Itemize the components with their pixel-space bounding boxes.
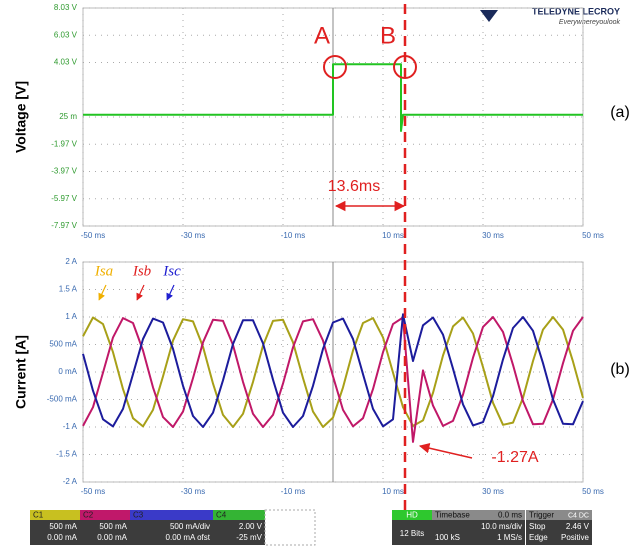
panel-label: (b) [610, 361, 630, 378]
annotation: 13.6ms [328, 178, 380, 195]
y-tick-label: -1.5 A [56, 450, 78, 459]
channel-header [30, 510, 80, 520]
y-tick-label: 1 A [65, 312, 77, 321]
y-tick-label: 0 mA [58, 367, 77, 376]
y-tick-label: -7.97 V [51, 221, 77, 230]
series-line [82, 316, 584, 443]
hd-bits: 12 Bits [400, 529, 424, 538]
y-tick-label: -500 mA [47, 395, 78, 404]
channel-name: C3 [133, 511, 144, 520]
empty-slot [264, 509, 316, 546]
legend-entry: Isc [162, 263, 181, 279]
x-tick-label: -30 ms [181, 487, 205, 496]
axis-title: Current [A] [13, 335, 29, 409]
trigger-header [526, 510, 592, 520]
y-tick-label: 25 m [59, 112, 77, 121]
channel-scale: 2.00 V [239, 522, 263, 531]
x-tick-label: 50 ms [582, 487, 604, 496]
channel-body [213, 520, 265, 545]
channel-scale: 500 mA/div [170, 522, 210, 531]
channel-offset: 0.00 mA ofst [166, 533, 211, 542]
y-tick-label: -2 A [63, 477, 78, 486]
legend-entry: Isb [132, 263, 152, 279]
x-tick-label: -50 ms [81, 487, 105, 496]
x-tick-label: -50 ms [81, 231, 105, 240]
channel-name: C1 [33, 511, 44, 520]
y-tick-label: 1.5 A [59, 285, 78, 294]
x-tick-label: 30 ms [482, 231, 504, 240]
marker-circle [323, 55, 347, 79]
hd-name: HD [406, 511, 418, 520]
x-tick-label: -30 ms [181, 231, 205, 240]
y-tick-label: 500 mA [49, 340, 77, 349]
annotation-arrow [418, 443, 473, 459]
channel-name: C4 [216, 511, 227, 520]
annotation: -1.27A [491, 449, 538, 466]
panel-label: (a) [610, 104, 630, 121]
legend-entry: Isa [94, 263, 113, 279]
logo-brand: TELEDYNE LECROY [532, 6, 620, 16]
timebase-label: Timebase [435, 511, 470, 520]
timebase-samples: 100 kS [435, 533, 460, 542]
x-tick-label: -10 ms [281, 231, 305, 240]
y-tick-label: 4.03 V [54, 58, 78, 67]
channel-body [80, 520, 130, 545]
channel-header [80, 510, 130, 520]
channel-offset: 0.00 mA [97, 533, 127, 542]
channel-header [130, 510, 213, 520]
x-tick-label: -10 ms [281, 487, 305, 496]
y-tick-label: -3.97 V [51, 167, 77, 176]
channel-body [130, 520, 213, 545]
trigger-level: 2.46 V [566, 522, 590, 531]
series-line [82, 316, 584, 428]
channel-scale: 500 mA [99, 522, 127, 531]
channel-name: C2 [83, 511, 94, 520]
x-tick-label: 50 ms [582, 231, 604, 240]
y-tick-label: 8.03 V [54, 3, 78, 12]
hd-body [392, 520, 432, 545]
trigger-mode: Stop [529, 522, 546, 531]
series-line [82, 313, 584, 428]
channel-scale: 500 mA [49, 522, 77, 531]
legend-arrow [98, 284, 107, 301]
y-tick-label: -5.97 V [51, 194, 77, 203]
timebase-div: 10.0 ms/div [481, 522, 522, 531]
y-tick-label: 2 A [65, 257, 77, 266]
logo-tagline: Everywhereyoulook [559, 19, 621, 26]
x-tick-label: 30 ms [482, 487, 504, 496]
x-tick-label: 10 ms [382, 487, 404, 496]
trigger-type: Edge [529, 533, 548, 542]
legend-arrow [136, 284, 145, 301]
trigger-slope: Positive [561, 533, 590, 542]
annotation: B [380, 22, 396, 49]
annotation: A [314, 22, 330, 49]
channel-offset: 0.00 mA [47, 533, 77, 542]
trigger-label: Trigger [529, 511, 554, 520]
y-tick-label: 6.03 V [54, 30, 78, 39]
timebase-rate: 1 MS/s [497, 533, 522, 542]
hd-header [392, 510, 432, 520]
trigger-source: C4 DC [568, 512, 589, 519]
x-tick-label: 10 ms [382, 231, 404, 240]
timebase-header [432, 510, 525, 520]
channel-body [30, 520, 80, 545]
y-tick-label: -1.97 V [51, 139, 77, 148]
logo-mark [480, 10, 498, 22]
legend-arrow [166, 284, 175, 301]
axis-title: Voltage [V] [13, 81, 29, 153]
channel-header [213, 510, 265, 520]
channel-offset: -25 mV [236, 533, 262, 542]
y-tick-label: -1 A [63, 422, 78, 431]
series-line [83, 63, 583, 132]
timebase-delay: 0.0 ms [498, 511, 522, 520]
